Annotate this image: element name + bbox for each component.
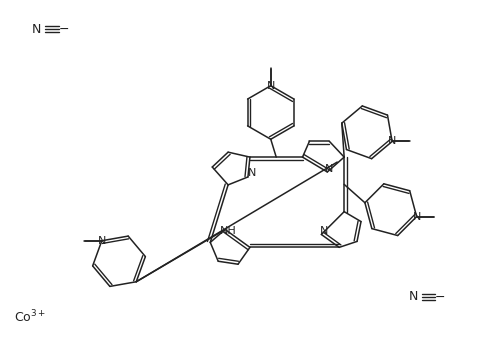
Text: N: N	[266, 81, 274, 91]
Text: N: N	[387, 136, 395, 147]
Text: N: N	[408, 290, 417, 304]
Text: N: N	[319, 226, 328, 237]
Text: Co$^{3+}$: Co$^{3+}$	[14, 308, 45, 325]
Text: N: N	[247, 168, 256, 178]
Text: N: N	[32, 23, 41, 36]
Text: −: −	[58, 23, 69, 36]
Text: −: −	[434, 290, 445, 304]
Text: N: N	[97, 236, 106, 246]
Text: N: N	[411, 211, 420, 222]
Text: NH: NH	[219, 226, 236, 237]
Text: N: N	[324, 164, 333, 174]
